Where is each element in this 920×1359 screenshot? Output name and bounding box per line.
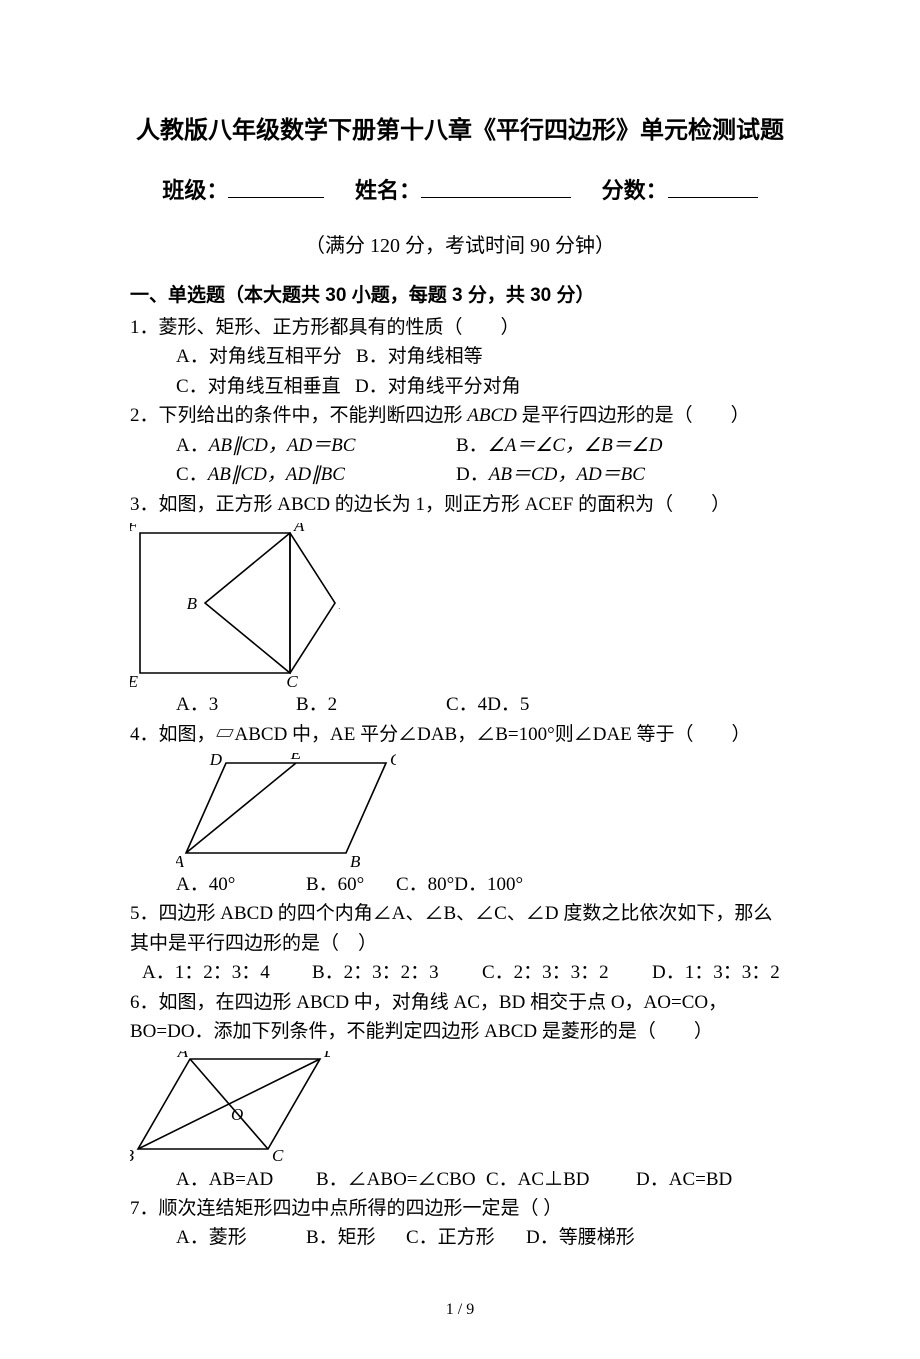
q2-stem: 2．下列给出的条件中，不能判断四边形 ABCD 是平行四边形的是（ ） [130, 401, 790, 430]
q3-opt-c: C．4 [446, 690, 487, 719]
svg-text:B: B [187, 594, 198, 613]
q1-opt-c: C．对角线互相垂直 [176, 376, 341, 397]
page-number: 1 / 9 [130, 1301, 790, 1319]
question-5: 5．四边形 ABCD 的四个内角∠A、∠B、∠C、∠D 度数之比依次如下，那么其… [130, 899, 790, 987]
svg-text:D: D [209, 753, 223, 769]
q6-svg: A D B C O [130, 1051, 330, 1163]
q7-opt-b: B．矩形 [306, 1223, 406, 1252]
q2-opt-c-pre: C． [176, 464, 208, 485]
q3-stem: 3．如图，正方形 ABCD 的边长为 1，则正方形 ACEF 的面积为（ ） [130, 490, 790, 519]
q1-opt-b: B．对角线相等 [356, 346, 483, 367]
question-4: 4．如图，▱ABCD 中，AE 平分∠DAB，∠B=100°则∠DAE 等于（ … [130, 720, 790, 900]
q7-opt-d: D．等腰梯形 [526, 1223, 635, 1252]
svg-text:E: E [290, 753, 302, 763]
svg-text:A: A [293, 523, 305, 535]
q2-stem-abcd: ABCD [467, 405, 517, 426]
exam-page: 人教版八年级数学下册第十八章《平行四边形》单元检测试题 班级： 姓名： 分数： … [0, 0, 920, 1359]
question-7: 7．顺次连结矩形四边中点所得的四边形一定是（ ） A．菱形 B．矩形 C．正方形… [130, 1194, 790, 1253]
q4-opt-d: D．100° [454, 870, 523, 899]
svg-text:D: D [338, 594, 340, 613]
q6-opt-c: C．AC⊥BD [486, 1165, 636, 1194]
q4-opt-a: A．40° [176, 870, 306, 899]
svg-text:D: D [323, 1051, 330, 1061]
q2-stem-pre: 2．下列给出的条件中，不能判断四边形 [130, 405, 467, 426]
q2-opt-b: ∠A＝∠C，∠B＝∠D [488, 435, 663, 456]
q2-opt-d: AB＝CD，AD＝BC [489, 464, 645, 485]
q5-stem: 5．四边形 ABCD 的四个内角∠A、∠B、∠C、∠D 度数之比依次如下，那么其… [130, 899, 790, 958]
q7-stem: 7．顺次连结矩形四边中点所得的四边形一定是（ ） [130, 1194, 790, 1223]
svg-text:C: C [390, 753, 396, 769]
q1-opt-d: D．对角线平分对角 [355, 376, 521, 397]
q6-opt-b: B．∠ABO=∠CBO [316, 1165, 486, 1194]
q2-opt-d-pre: D． [456, 464, 489, 485]
q5-opt-d: D．1：3：3：2 [652, 958, 780, 987]
svg-text:C: C [272, 1146, 284, 1163]
svg-text:F: F [130, 523, 139, 535]
q6-opt-d: D．AC=BD [636, 1165, 732, 1194]
q6-figure: A D B C O [130, 1051, 790, 1163]
svg-text:A: A [176, 852, 185, 868]
q3-opt-d: D．5 [487, 690, 529, 719]
q4-stem: 4．如图，▱ABCD 中，AE 平分∠DAB，∠B=100°则∠DAE 等于（ … [130, 720, 790, 749]
q2-stem-post: 是平行四边形的是（ ） [517, 405, 750, 426]
q2-opt-c: AB∥CD，AD∥BC [208, 464, 345, 485]
q3-figure: F A E C B D [130, 523, 790, 688]
q4-figure: A B C D E [130, 753, 790, 868]
svg-text:A: A [177, 1051, 189, 1061]
score-blank [668, 174, 758, 198]
q6-opt-a: A．AB=AD [176, 1165, 316, 1194]
q5-opt-b: B．2：3：2：3 [312, 958, 482, 987]
svg-text:O: O [231, 1105, 243, 1124]
q3-svg: F A E C B D [130, 523, 340, 688]
question-3: 3．如图，正方形 ABCD 的边长为 1，则正方形 ACEF 的面积为（ ） F… [130, 490, 790, 720]
q7-opt-a: A．菱形 [176, 1223, 306, 1252]
class-blank [228, 174, 324, 198]
q2-opt-a-pre: A． [176, 435, 209, 456]
score-label: 分数： [602, 178, 668, 203]
q3-opt-b: B．2 [296, 690, 446, 719]
question-2: 2．下列给出的条件中，不能判断四边形 ABCD 是平行四边形的是（ ） A．AB… [130, 401, 790, 489]
q2-opt-b-pre: B． [456, 435, 488, 456]
q4-opt-c: C．80° [396, 870, 454, 899]
q5-opt-a: A．1：2：3：4 [142, 958, 312, 987]
svg-text:B: B [130, 1146, 135, 1163]
q7-opt-c: C．正方形 [406, 1223, 526, 1252]
svg-text:B: B [350, 852, 361, 868]
name-blank [421, 174, 571, 198]
q1-stem: 1．菱形、矩形、正方形都具有的性质（ ） [130, 313, 790, 342]
class-label: 班级： [162, 178, 228, 203]
q4-svg: A B C D E [176, 753, 396, 868]
exam-subtitle: （满分 120 分，考试时间 90 分钟） [130, 229, 790, 258]
q5-opt-c: C．2：3：3：2 [482, 958, 652, 987]
svg-text:E: E [130, 672, 139, 688]
q6-stem: 6．如图，在四边形 ABCD 中，对角线 AC，BD 相交于点 O，AO=CO，… [130, 988, 790, 1047]
student-meta-row: 班级： 姓名： 分数： [130, 173, 790, 205]
question-1: 1．菱形、矩形、正方形都具有的性质（ ） A．对角线互相平分 B．对角线相等 C… [130, 313, 790, 401]
svg-text:C: C [286, 672, 298, 688]
q3-opt-a: A．3 [176, 690, 296, 719]
q1-opt-a: A．对角线互相平分 [176, 346, 342, 367]
q4-opt-b: B．60° [306, 870, 396, 899]
section-header: 一、单选题（本大题共 30 小题，每题 3 分，共 30 分） [130, 280, 790, 307]
page-title: 人教版八年级数学下册第十八章《平行四边形》单元检测试题 [130, 110, 790, 145]
question-6: 6．如图，在四边形 ABCD 中，对角线 AC，BD 相交于点 O，AO=CO，… [130, 988, 790, 1194]
name-label: 姓名： [355, 178, 421, 203]
q2-opt-a: AB∥CD，AD＝BC [209, 435, 356, 456]
